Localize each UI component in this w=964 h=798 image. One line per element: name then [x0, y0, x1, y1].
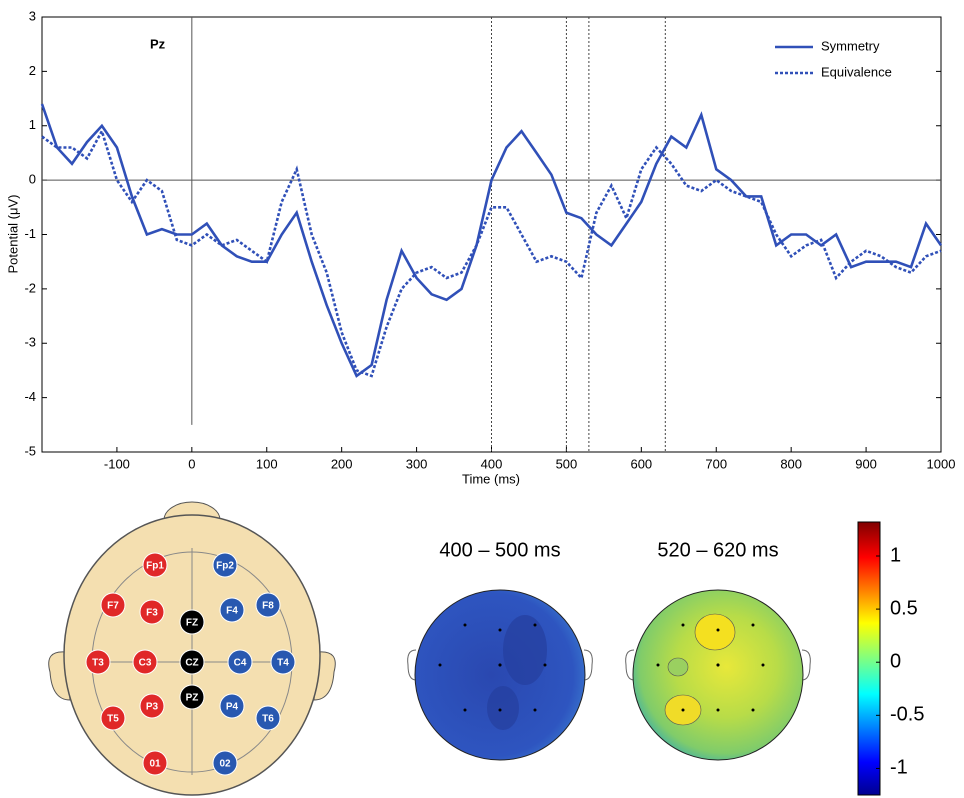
y-tick-label: -5	[24, 443, 36, 458]
y-tick-label: -3	[24, 335, 36, 350]
electrode-label: F4	[226, 606, 238, 617]
x-tick-label: 800	[780, 456, 802, 471]
y-tick-label: 3	[29, 8, 36, 23]
topomap	[415, 590, 585, 760]
colorbar-tick-label: -0.5	[890, 704, 924, 726]
colorbar	[858, 522, 880, 795]
colorbar-tick-label: -1	[890, 757, 908, 779]
sensor	[682, 709, 685, 712]
topomap-region	[503, 615, 547, 685]
sensor	[752, 709, 755, 712]
sensor	[762, 664, 765, 667]
colorbar-tick-label: 0.5	[890, 597, 918, 619]
electrode-label: C4	[234, 658, 247, 669]
y-tick-label: -4	[24, 389, 36, 404]
electrode-label: FZ	[186, 618, 198, 629]
sensor	[439, 664, 442, 667]
sensor	[499, 664, 502, 667]
x-tick-label: 200	[331, 456, 353, 471]
topomap-region	[487, 686, 519, 730]
y-tick-label: -1	[24, 226, 36, 241]
legend-label: Symmetry	[821, 38, 880, 53]
x-tick-label: 0	[188, 456, 195, 471]
sensor	[717, 664, 720, 667]
topomaps: 400 – 500 ms 520 – 620 ms 1 0.5 0 -0.5 -1	[408, 522, 925, 795]
y-tick-label: 1	[29, 117, 36, 132]
sensor	[752, 624, 755, 627]
sensor	[657, 664, 660, 667]
x-tick-label: 700	[705, 456, 727, 471]
electrode-label: PZ	[186, 693, 199, 704]
x-tick-label: 600	[630, 456, 652, 471]
electrode-label: F3	[146, 608, 158, 619]
sensor	[682, 624, 685, 627]
erp-plot: Pz Time (ms) Potential (μV) -5 -4 -3 -2 -1 0 1…	[5, 8, 955, 486]
x-tick-label: 900	[855, 456, 877, 471]
x-tick-label: 500	[556, 456, 578, 471]
electrode-label: P4	[226, 702, 239, 713]
sensor	[464, 624, 467, 627]
sensor	[499, 709, 502, 712]
electrode-label: 01	[149, 759, 161, 770]
electrode-label: C3	[139, 658, 152, 669]
electrode-label: Fp1	[146, 561, 164, 572]
x-tick-label: 400	[481, 456, 503, 471]
sensor	[534, 709, 537, 712]
y-tick-label: 2	[29, 63, 36, 78]
panel-label: Pz	[150, 36, 166, 51]
colorbar-tick-label: 1	[890, 544, 901, 566]
y-axis-label: Potential (μV)	[5, 194, 20, 273]
sensor	[544, 664, 547, 667]
electrode-label: T5	[107, 714, 119, 725]
head-diagram: Fp1 Fp2 F7 F3 FZ F4 F8 T3 C3 CZ C4 T4 P3 PZ P4 T5 T6 01 02	[49, 502, 336, 795]
topomap-region	[668, 658, 688, 676]
electrode-label: T4	[277, 658, 289, 669]
sensor	[717, 629, 720, 632]
legend-label: Equivalence	[821, 64, 892, 79]
map-title: 400 – 500 ms	[439, 539, 560, 561]
electrode-label: 02	[219, 759, 231, 770]
figure: Pz Time (ms) Potential (μV) -5-4-3-2-101…	[0, 0, 964, 798]
topomap-region	[695, 614, 735, 650]
map-title: 520 – 620 ms	[657, 539, 778, 561]
electrode-label: F7	[107, 601, 119, 612]
y-tick-label: 0	[29, 172, 36, 187]
electrode-label: CZ	[185, 658, 198, 669]
x-axis-label: Time (ms)	[462, 471, 520, 486]
y-tick-label: -2	[24, 280, 36, 295]
electrode-label: P3	[146, 702, 159, 713]
colorbar-tick-label: 0	[890, 650, 901, 672]
x-tick-label: 1000	[927, 456, 956, 471]
sensor	[464, 709, 467, 712]
electrode-label: Fp2	[216, 561, 234, 572]
sensor	[717, 709, 720, 712]
electrode-label: T3	[92, 658, 104, 669]
electrode-label: T6	[262, 714, 274, 725]
sensor	[534, 624, 537, 627]
x-tick-label: 300	[406, 456, 428, 471]
sensor	[499, 629, 502, 632]
x-tick-label: 100	[256, 456, 278, 471]
x-tick-label: -100	[104, 456, 130, 471]
electrode-label: F8	[262, 601, 274, 612]
